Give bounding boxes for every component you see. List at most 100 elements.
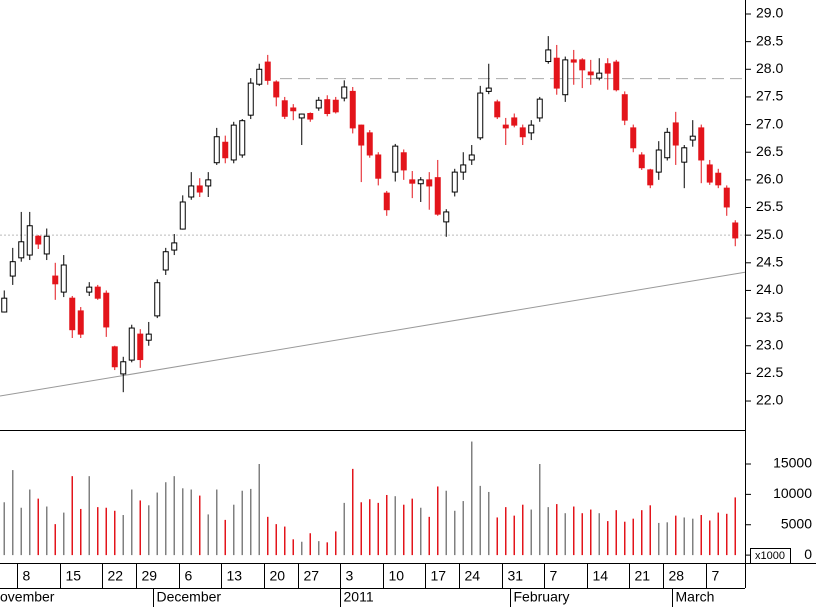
- candle-body: [145, 333, 152, 341]
- candle-body: [60, 264, 67, 293]
- x-tick-label: 17: [431, 568, 447, 584]
- candle-body: [111, 346, 118, 368]
- candle-body: [26, 225, 33, 256]
- candle-body: [94, 286, 101, 299]
- candle-body: [137, 333, 144, 361]
- candle-body: [604, 63, 611, 74]
- x-tick-label: 10: [389, 568, 405, 584]
- candle-body: [349, 90, 356, 129]
- x-tick-label: 21: [635, 568, 651, 584]
- y-tick-label: 23.0: [756, 336, 783, 352]
- x-tick-label: 13: [227, 568, 243, 584]
- y-tick-label: 22.5: [756, 364, 783, 380]
- candle-body: [213, 136, 220, 164]
- x-tick-label: 29: [142, 568, 158, 584]
- x-tick-label: 6: [185, 568, 193, 584]
- month-label: March: [676, 589, 715, 605]
- candle-body: [188, 185, 195, 198]
- y-tick-label: 25.0: [756, 226, 783, 242]
- candle-body: [52, 275, 59, 285]
- candle-body: [664, 131, 671, 159]
- y-tick-label: 22.0: [756, 392, 783, 408]
- candle-body: [732, 222, 739, 239]
- candle-body: [477, 92, 484, 139]
- candle-body: [587, 71, 594, 76]
- candle-body: [647, 169, 654, 186]
- y-tick-label: 28.5: [756, 32, 783, 48]
- y-tick-label: 26.5: [756, 143, 783, 159]
- candle-body: [264, 61, 271, 81]
- x-tick-label: 8: [23, 568, 31, 584]
- candle-body: [417, 179, 424, 185]
- candle-body: [77, 310, 84, 335]
- candle-body: [409, 179, 416, 184]
- candle-body: [128, 327, 135, 361]
- candle-body: [706, 164, 713, 183]
- y2-tick-label: 5000: [781, 515, 812, 531]
- candle-body: [9, 261, 16, 277]
- candle-body: [171, 242, 178, 251]
- candle-body: [519, 127, 526, 138]
- y-tick-label: 29.0: [756, 5, 783, 21]
- candle-body: [307, 113, 314, 120]
- y-tick-label: 27.5: [756, 88, 783, 104]
- candle-body: [570, 59, 577, 63]
- candle-body: [553, 57, 560, 89]
- candle-body: [18, 241, 25, 259]
- y-tick-label: 24.5: [756, 254, 783, 270]
- candle-body: [451, 171, 458, 193]
- month-label: December: [157, 589, 222, 605]
- x-tick-label: 20: [270, 568, 286, 584]
- candle-body: [511, 117, 518, 126]
- month-label: February: [514, 589, 570, 605]
- candle-body: [43, 235, 50, 255]
- candle-body: [426, 179, 433, 187]
- candle-body: [154, 282, 161, 317]
- y-tick-label: 27.0: [756, 115, 783, 131]
- month-label: 2011: [344, 589, 374, 605]
- y2-tick-label: 0: [804, 546, 812, 562]
- y-tick-label: 23.5: [756, 309, 783, 325]
- candle-body: [392, 145, 399, 173]
- candle-body: [205, 179, 212, 187]
- candle-body: [375, 154, 382, 179]
- x-tick-label: 3: [346, 568, 354, 584]
- candle-body: [655, 149, 662, 173]
- candle-body: [613, 61, 620, 91]
- candle-body: [315, 99, 322, 109]
- candle-body: [485, 87, 492, 92]
- candle-body: [698, 127, 705, 161]
- y-tick-label: 26.0: [756, 171, 783, 187]
- candle-body: [281, 100, 288, 117]
- candle-body: [256, 68, 263, 85]
- candle-body: [86, 286, 93, 293]
- candle-body: [222, 141, 229, 159]
- x-tick-label: 7: [550, 568, 558, 584]
- candle-body: [383, 192, 390, 211]
- candle-body: [715, 172, 722, 186]
- x-tick-label: 15: [66, 568, 82, 584]
- candle-body: [298, 113, 305, 119]
- candle-body: [332, 99, 339, 113]
- y2-tick-label: 10000: [773, 485, 812, 501]
- candle-body: [528, 124, 535, 134]
- y-tick-label: 28.0: [756, 60, 783, 76]
- candle-body: [545, 49, 552, 63]
- candle-body: [502, 124, 509, 129]
- candle-body: [536, 98, 543, 119]
- x-tick-label: 14: [593, 568, 609, 584]
- x-tick-label: 31: [508, 568, 524, 584]
- candle-body: [179, 201, 186, 230]
- candle-body: [460, 164, 467, 173]
- candle-body: [239, 120, 246, 156]
- candle-body: [494, 101, 501, 118]
- candle-body: [638, 154, 645, 169]
- candle-body: [681, 147, 688, 163]
- candle-body: [196, 185, 203, 193]
- candle-body: [358, 124, 365, 146]
- x-tick-label: 22: [108, 568, 124, 584]
- candle-body: [69, 297, 76, 331]
- candle-body: [230, 124, 237, 161]
